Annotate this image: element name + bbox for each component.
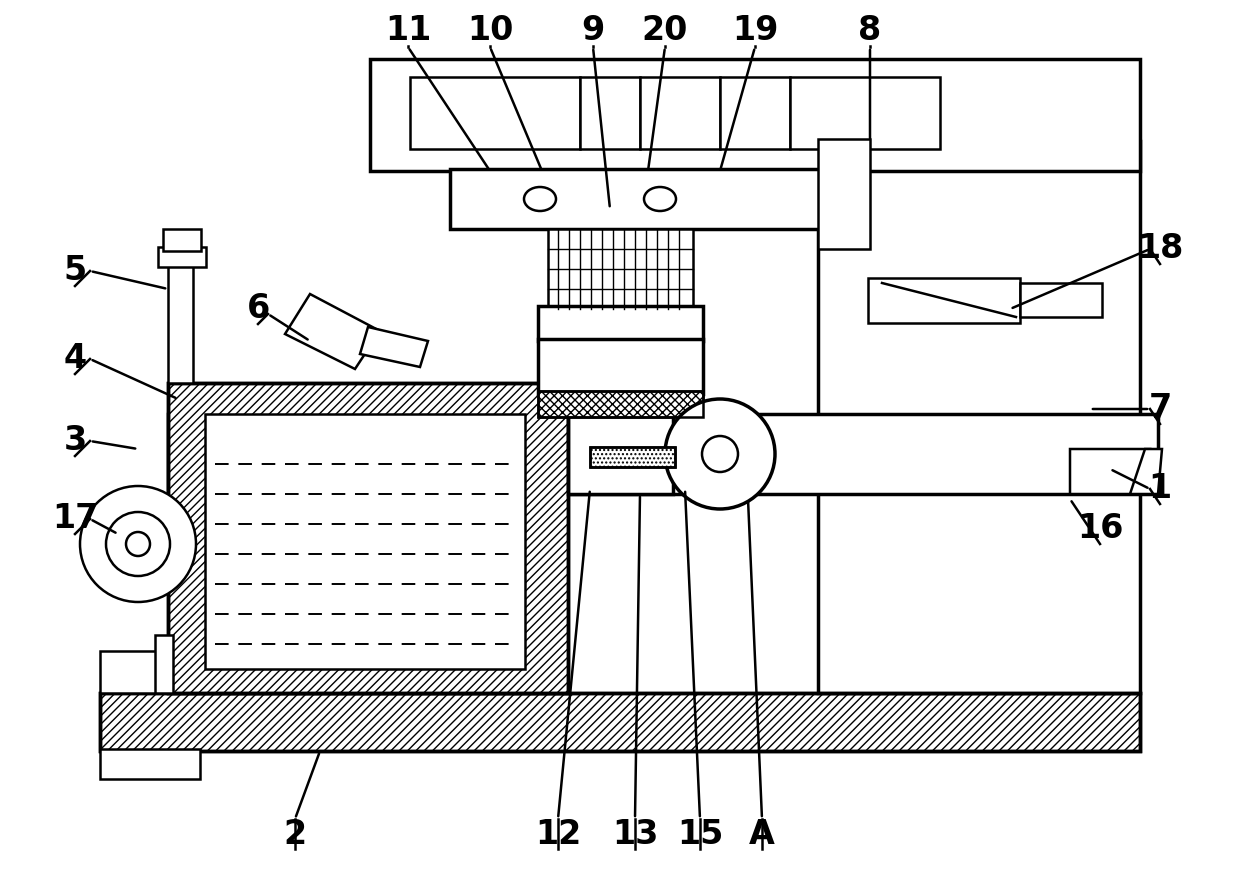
- Bar: [1021, 283, 1102, 317]
- Circle shape: [105, 512, 170, 576]
- Polygon shape: [360, 327, 428, 367]
- Circle shape: [126, 532, 150, 556]
- Bar: [167, 263, 193, 383]
- Text: 17: 17: [52, 502, 98, 535]
- Ellipse shape: [644, 187, 676, 211]
- Bar: [157, 247, 206, 267]
- Bar: [167, 414, 1158, 494]
- Circle shape: [702, 436, 738, 472]
- Text: 18: 18: [1137, 233, 1183, 266]
- Bar: [538, 339, 703, 394]
- Bar: [100, 749, 200, 779]
- Bar: [100, 693, 1140, 751]
- Bar: [155, 635, 174, 693]
- Text: 9: 9: [582, 14, 605, 47]
- Text: A: A: [749, 818, 775, 851]
- Bar: [548, 229, 693, 309]
- Polygon shape: [1070, 449, 1149, 494]
- Text: 4: 4: [63, 342, 87, 375]
- Bar: [790, 77, 940, 149]
- Bar: [590, 447, 675, 467]
- Bar: [100, 693, 1140, 751]
- Bar: [538, 391, 703, 417]
- Text: 2: 2: [284, 818, 306, 851]
- Bar: [538, 306, 703, 341]
- Text: 12: 12: [534, 818, 582, 851]
- Bar: [162, 229, 201, 251]
- Polygon shape: [1130, 449, 1162, 494]
- Bar: [538, 391, 703, 417]
- Bar: [100, 651, 170, 693]
- Bar: [568, 414, 673, 494]
- Text: 10: 10: [466, 14, 513, 47]
- Polygon shape: [285, 294, 379, 369]
- Text: 3: 3: [63, 425, 87, 458]
- Bar: [580, 77, 640, 149]
- Text: 11: 11: [384, 14, 432, 47]
- Bar: [818, 139, 870, 249]
- Text: 8: 8: [858, 14, 882, 47]
- Bar: [167, 383, 568, 693]
- Bar: [205, 414, 525, 669]
- Bar: [167, 383, 568, 693]
- Text: 15: 15: [677, 818, 723, 851]
- Text: 6: 6: [247, 292, 269, 325]
- Text: 13: 13: [611, 818, 658, 851]
- Bar: [370, 59, 1140, 171]
- Bar: [640, 77, 720, 149]
- Text: 1: 1: [1148, 472, 1172, 506]
- Bar: [868, 278, 1021, 323]
- Bar: [450, 169, 839, 229]
- Text: 16: 16: [1076, 512, 1123, 546]
- Circle shape: [665, 399, 775, 509]
- Bar: [590, 447, 675, 467]
- Bar: [720, 77, 790, 149]
- Text: 19: 19: [732, 14, 779, 47]
- Text: 7: 7: [1148, 393, 1172, 426]
- Text: 5: 5: [63, 254, 87, 287]
- Text: 20: 20: [642, 14, 688, 47]
- Ellipse shape: [525, 187, 556, 211]
- Bar: [818, 141, 1140, 693]
- Bar: [410, 77, 580, 149]
- Circle shape: [81, 486, 196, 602]
